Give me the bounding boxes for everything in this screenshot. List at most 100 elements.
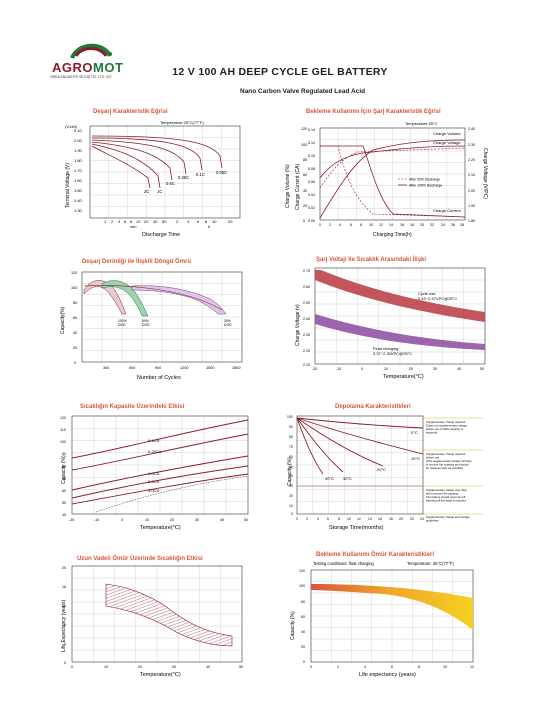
sl-ytick: 20 [301, 645, 305, 649]
st-note-line: (This supplementary charge will help [426, 459, 472, 463]
ct-dashed-curve [95, 475, 249, 513]
ct-xtick: 40 [220, 518, 224, 522]
st-note-block-2: Supplementary charge required before use… [426, 452, 472, 470]
cycle-label: DOD [224, 323, 232, 327]
cv-ytick: 2.70 [303, 269, 310, 273]
standby-xtick: 8 [360, 223, 362, 227]
discharge-xtick: 10 [136, 219, 141, 224]
st-xlabel: Storage Time(months) [329, 525, 384, 531]
cycle-xtick: 1200 [180, 366, 188, 370]
standby-xtick: 28 [460, 223, 464, 227]
ct-xtick: 20 [170, 518, 174, 522]
ct-series-label: 3.0CA [148, 488, 159, 493]
standby-xtick: 12 [379, 223, 383, 227]
lt-xtick: 10 [104, 665, 108, 669]
brand-name: AGROMOT [52, 60, 123, 75]
cv-xtick: 50 [480, 367, 484, 371]
st-ytick: 0 [291, 512, 293, 516]
discharge-yticks: 2.10 2.00 1.90 1.80 1.70 1.60 1.50 1.40 … [74, 128, 83, 213]
standby-xtick: 14 [389, 223, 393, 227]
st-note-block-1: Supplementary charge required (Carry out… [426, 420, 467, 435]
ct-xlabel: Temperature(°C) [140, 525, 181, 531]
st-ytick: 40 [289, 474, 293, 478]
standby-ytick-left: 60 [303, 173, 307, 177]
st-curve-10c [296, 417, 424, 455]
st-series-label: 0°C [411, 430, 418, 435]
cycle-ytick: 120 [71, 271, 77, 275]
standby-ytick-left: 20 [303, 204, 307, 208]
standby-charge-volume-50-line [319, 147, 466, 189]
lt-ytick: 20 [62, 566, 66, 570]
cycle-xtick: 1500 [206, 366, 214, 370]
lt-ytick: 0 [64, 661, 66, 665]
discharge-xtick: 6 [124, 219, 127, 224]
st-xtick: 24 [420, 517, 424, 521]
st-note-line: Supplementary charge may often [426, 488, 468, 492]
standby-xtick: 22 [430, 223, 434, 227]
st-note-line: fail to recover the capacity. [426, 492, 459, 496]
standby-xtick: 24 [441, 223, 445, 227]
sl-ytick: 60 [301, 615, 305, 619]
cycle-xtick: 300 [103, 366, 109, 370]
discharge-ylabel: Terminal Voltage (V) [65, 163, 71, 208]
st-curve-20c [296, 417, 384, 467]
brand-name-part1: AGRO [52, 60, 93, 75]
standby-series-label: Charge Current [433, 208, 461, 213]
chart-title-charge-voltage: Şarj Voltajı ile Sıcaklık Arasındaki İli… [316, 257, 427, 263]
st-note-line: Supplementary charge and storage [426, 515, 470, 519]
standby-ytick-right: 1.90 [468, 204, 475, 208]
sl-note-left: Testing conditions: float charging [313, 561, 374, 566]
standby-y-mid: 0.00 0.02 0.04 0.06 0.08 0.10 0.12 0.14 [308, 128, 315, 223]
cv-ylabel: Charge Voltage (v) [295, 304, 301, 346]
discharge-ytick: 1.90 [74, 148, 83, 153]
discharge-ytick: 1.40 [74, 198, 83, 203]
cv-annot: Float charging [373, 346, 398, 351]
discharge-xtick: 6 [197, 219, 200, 224]
cycle-ytick: 0 [74, 361, 76, 365]
chart-title-standby-charge: Bekleme Kullanımı İçin Şarj Karakteristi… [306, 109, 441, 115]
ct-ytick: 80 [62, 465, 66, 469]
sl-xtick: 12 [470, 665, 474, 669]
st-xtick: 20 [399, 517, 403, 521]
cv-ytick: 2.50 [303, 301, 310, 305]
discharge-xtick: 40 [153, 219, 158, 224]
standby-ytick-left: 40 [303, 189, 307, 193]
standby-xtick: 6 [350, 223, 352, 227]
cycle-label: 50% [142, 319, 149, 323]
discharge-series-label: 2C [144, 189, 149, 194]
discharge-yunit: (V/cell) [65, 125, 78, 129]
cycle-xtick: 1800 [232, 366, 240, 370]
chart-standby-life: Testing conditions: float charging Tempe… [290, 561, 474, 678]
discharge-xtick: 8 [130, 219, 133, 224]
st-note-block-4: Supplementary charge and storage guideli… [426, 515, 470, 523]
standby-charge-note: Temperature:25°C [405, 121, 438, 126]
sl-band [311, 584, 473, 630]
discharge-curve-005c [91, 135, 223, 169]
lt-band [105, 583, 233, 647]
standby-charge-xlabel: Charging Time(h) [373, 232, 412, 238]
st-note-line: to recover the capacity and should [426, 463, 469, 467]
standby-charge-current-line [320, 145, 466, 218]
brand-name-part2: MOT [93, 60, 124, 75]
cv-xticks: -20 -10 0 10 20 30 40 50 [312, 367, 484, 371]
ct-series-label: 0.1CA [148, 438, 159, 443]
cv-annot: Cycle use [418, 291, 436, 296]
discharge-xtick: 60 [162, 219, 167, 224]
chart-title-capacity-temp: Sıcaklığın Kapasite Üzerindeki Etkisi [80, 404, 185, 410]
discharge-ytick: 1.80 [74, 158, 83, 163]
standby-ytick-mid: 0.06 [308, 180, 315, 184]
discharge-note: Temperature:25°C(77°F) [160, 120, 204, 125]
discharge-ytick: 2.00 [74, 138, 83, 143]
discharge-xtick: 20 [144, 219, 149, 224]
chart-discharge: Temperature:25°C(77°F) (V/cell) Terminal… [65, 120, 241, 238]
sl-ylabel: Capacity (%) [290, 611, 296, 640]
discharge-xtick: 2 [176, 219, 179, 224]
standby-xtick: 2 [329, 223, 331, 227]
standby-xtick: 16 [400, 223, 404, 227]
sl-xtick: 10 [443, 665, 447, 669]
st-xtick: 22 [410, 517, 414, 521]
ct-xtick: 30 [195, 518, 199, 522]
standby-ytick-mid: 0.04 [308, 193, 315, 197]
sl-xlabel: Life expectancy (years) [359, 672, 416, 678]
discharge-series-label: 1C [157, 189, 162, 194]
